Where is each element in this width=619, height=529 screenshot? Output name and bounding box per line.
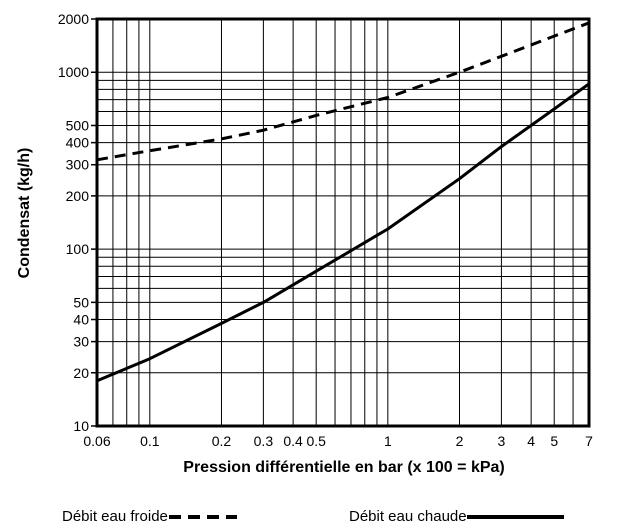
x-tick-labels: 0.06 0.1 0.2 0.3 0.4 0.5 1 2 3 4 5 7 — [83, 433, 593, 449]
x-tick-label-1: 0.1 — [140, 433, 160, 449]
y-tick-label-3: 40 — [73, 312, 89, 328]
x-tick-label-2: 0.2 — [212, 433, 232, 449]
x-tick-label-7: 2 — [456, 433, 464, 449]
y-tick-label-7: 300 — [66, 157, 90, 173]
y-tick-labels: 10 20 30 40 50 100 200 300 400 500 1000 2000 — [58, 11, 97, 434]
y-tick-label-4: 50 — [73, 294, 89, 310]
legend-item-hot: Débit eau chaude — [349, 508, 565, 525]
legend-item-cold: Débit eau froide — [62, 508, 238, 525]
y-tick-label-5: 100 — [66, 241, 90, 257]
series-line-cold — [96, 21, 590, 162]
x-tick-label-3: 0.3 — [254, 433, 274, 449]
y-axis-label: Condensat (kg/h) — [16, 148, 33, 279]
legend-swatch-dashed — [168, 514, 237, 519]
x-tick-label-9: 4 — [527, 433, 535, 449]
x-tick-label-5: 0.5 — [306, 433, 326, 449]
y-tick-label-2: 30 — [73, 334, 89, 350]
y-tick-label-9: 500 — [66, 117, 90, 133]
x-tick-label-11: 7 — [585, 433, 593, 449]
y-tick-label-6: 200 — [66, 188, 90, 204]
series-line-hot — [96, 82, 590, 383]
x-tick-label-0: 0.06 — [83, 433, 110, 449]
x-tick-label-10: 5 — [550, 433, 558, 449]
x-tick-label-6: 1 — [384, 433, 392, 449]
legend-label-hot: Débit eau chaude — [349, 508, 467, 525]
y-tick-label-11: 2000 — [58, 11, 89, 27]
series-layer — [96, 21, 590, 383]
x-tick-label-8: 3 — [498, 433, 506, 449]
x-axis-label: Pression différentielle en bar (x 100 = … — [183, 459, 504, 476]
y-tick-label-10: 1000 — [58, 64, 89, 80]
x-tick-label-4: 0.4 — [283, 433, 303, 449]
y-tick-label-1: 20 — [73, 365, 89, 381]
chart: 0.06 0.1 0.2 0.3 0.4 0.5 1 2 3 4 5 7 10 20 30 40 50 100 2… — [16, 11, 593, 476]
y-tick-label-8: 400 — [66, 135, 90, 151]
legend-swatch-solid — [466, 514, 564, 519]
legend-label-cold: Débit eau froide — [62, 508, 168, 525]
grid-lines — [96, 18, 590, 427]
plot-frame — [95, 17, 591, 428]
y-tick-label-0: 10 — [73, 418, 89, 434]
